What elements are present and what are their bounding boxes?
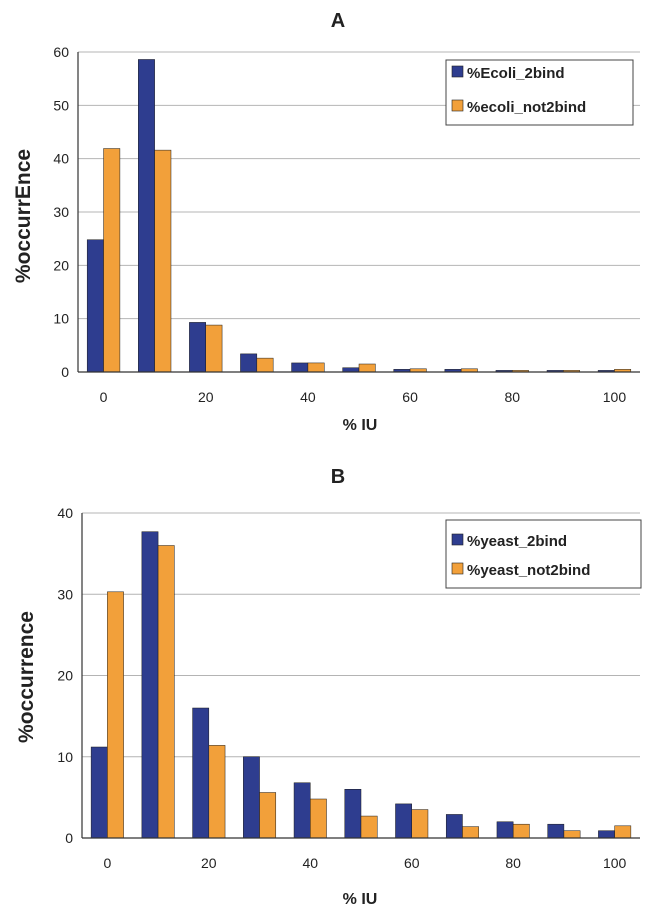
chart-a-y-tick-label: 0	[61, 364, 69, 380]
chart-b-y-axis-title: %occurrence	[15, 611, 38, 743]
chart-a-bar-s2	[256, 357, 274, 373]
chart-a-y-tick-label: 50	[53, 97, 69, 113]
chart-a-legend-box	[445, 59, 634, 126]
chart-b-bar-s2	[360, 815, 378, 839]
chart-a-axes	[77, 52, 640, 373]
chart-a-bar-s2	[154, 149, 172, 373]
chart-a-bar-s2	[103, 148, 121, 373]
chart-a: A 0 10 20 30 40 50 60 0 20 40 60 80 100 % IU %occurr…	[12, 10, 640, 434]
chart-a-bar-s2	[307, 362, 325, 373]
chart-b-bar-s2	[208, 745, 226, 839]
chart-b-y-tick-label: 0	[65, 830, 73, 846]
chart-b-legend-box	[445, 519, 642, 589]
chart-b-bar-s2	[462, 826, 479, 839]
chart-b-x-tick-label: 80	[505, 855, 521, 871]
chart-a-legend-swatch-2	[451, 99, 464, 112]
chart-b-bar-s2	[563, 830, 581, 839]
chart-a-gridlines	[78, 51, 640, 320]
chart-b-title: B	[331, 466, 345, 488]
chart-b-legend: %yeast_2bind %yeast_not2bind	[445, 519, 642, 589]
chart-a-bar-s1	[138, 59, 155, 373]
chart-a-y-tick-label: 30	[53, 204, 69, 220]
chart-b: B 0 10 20 30 40 0 20 40 60 80 100 % IU %occurrence…	[15, 466, 642, 908]
chart-b-bar-s1	[395, 803, 412, 839]
chart-a-legend-label-2: %ecoli_not2bind	[467, 99, 586, 116]
chart-b-legend-swatch-1	[451, 533, 464, 546]
chart-a-bar-s1	[189, 322, 206, 373]
chart-a-y-tick-label: 20	[53, 257, 69, 273]
chart-b-bar-s1	[192, 707, 210, 839]
chart-b-bar-s1	[496, 821, 514, 839]
chart-b-bar-s2	[310, 798, 327, 839]
chart-a-bars	[86, 59, 632, 373]
chart-a-bar-s2	[205, 324, 223, 373]
chart-a-x-tick-label: 100	[603, 389, 627, 405]
chart-b-legend-label-1: %yeast_2bind	[467, 533, 567, 550]
chart-b-bars	[90, 531, 632, 839]
chart-b-x-tick-label: 60	[404, 855, 420, 871]
chart-b-y-tick-label: 10	[57, 749, 73, 765]
chart-b-x-tick-label: 20	[201, 855, 217, 871]
chart-a-x-tick-label: 0	[100, 389, 108, 405]
chart-b-axes	[81, 513, 640, 839]
chart-b-bar-s2	[259, 792, 277, 839]
chart-a-bar-s1	[240, 353, 258, 373]
chart-a-bar-s1	[291, 362, 309, 373]
chart-a-ticks: 0 10 20 30 40 50 60 0 20 40 60 80 100	[53, 44, 626, 405]
chart-b-bar-s2	[107, 591, 124, 839]
chart-a-x-tick-label: 40	[300, 389, 316, 405]
chart-b-bar-s2	[157, 545, 175, 839]
chart-b-x-tick-label: 40	[302, 855, 318, 871]
chart-a-y-tick-label: 60	[53, 44, 69, 60]
chart-a-y-tick-label: 10	[53, 311, 69, 327]
chart-a-x-tick-label: 80	[504, 389, 520, 405]
chart-a-y-axis-title: %occurrEnce	[12, 149, 35, 283]
chart-b-legend-swatch-2	[451, 562, 464, 575]
chart-a-legend-swatch-1	[451, 65, 464, 78]
chart-b-x-axis-title: % IU	[343, 891, 378, 908]
chart-b-bar-s1	[293, 782, 311, 839]
chart-b-bar-s1	[141, 531, 159, 839]
chart-a-x-tick-label: 20	[198, 389, 214, 405]
chart-a-legend-label-1: %Ecoli_2bind	[467, 65, 565, 82]
chart-b-ticks: 0 10 20 30 40 0 20 40 60 80 100	[57, 505, 626, 871]
chart-b-bar-s1	[598, 830, 615, 839]
chart-a-y-tick-label: 40	[53, 151, 69, 167]
chart-b-bar-s1	[547, 823, 565, 839]
chart-b-x-tick-label: 0	[103, 855, 111, 871]
chart-b-bar-s2	[411, 809, 429, 839]
chart-b-y-tick-label: 20	[57, 668, 73, 684]
chart-a-bar-s1	[342, 367, 360, 373]
chart-b-y-tick-label: 40	[57, 505, 73, 521]
chart-b-bar-s1	[445, 814, 463, 839]
chart-b-y-tick-label: 30	[57, 586, 73, 602]
chart-b-bar-s1	[243, 756, 260, 839]
chart-b-gridlines	[82, 512, 640, 758]
chart-b-bar-s1	[344, 789, 362, 839]
chart-b-legend-label-2: %yeast_not2bind	[467, 562, 590, 579]
chart-b-bar-s2	[512, 823, 530, 839]
chart-a-bar-s2	[358, 363, 376, 373]
chart-a-bar-s1	[86, 239, 104, 373]
chart-b-x-tick-label: 100	[603, 855, 627, 871]
chart-b-bar-s1	[90, 746, 108, 839]
chart-b-bar-s2	[614, 825, 632, 839]
chart-a-legend: %Ecoli_2bind %ecoli_not2bind	[445, 59, 634, 126]
chart-a-title: A	[331, 10, 345, 32]
chart-a-x-tick-label: 60	[402, 389, 418, 405]
chart-a-x-axis-title: % IU	[343, 417, 378, 434]
